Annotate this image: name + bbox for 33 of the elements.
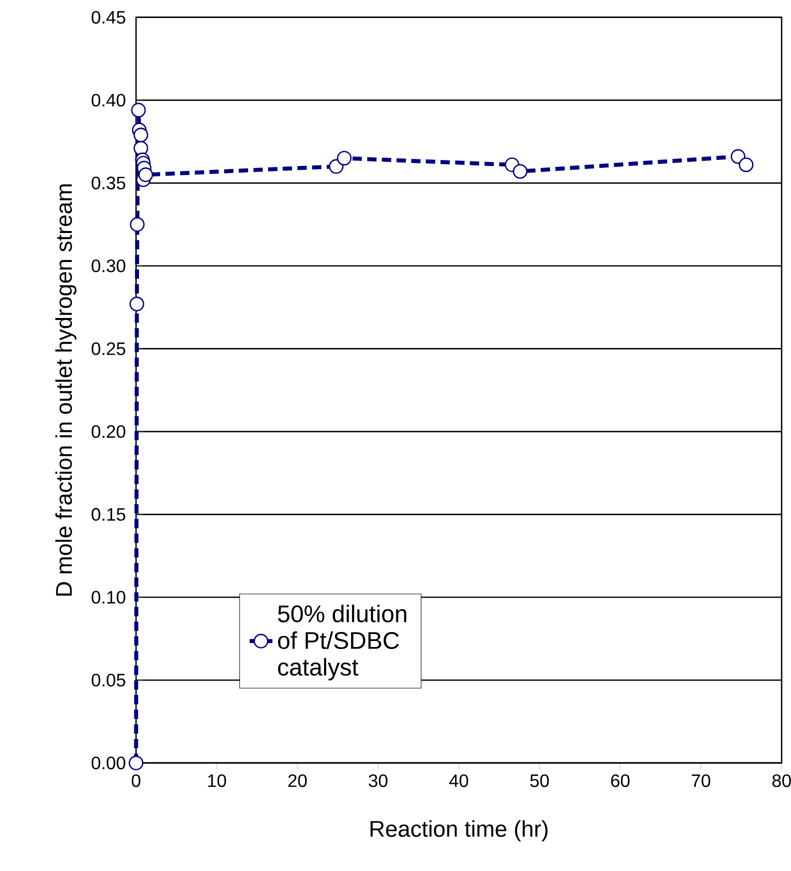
x-tick-label: 20 [288, 774, 307, 788]
x-tick-label: 40 [449, 774, 468, 788]
y-tick-label: 0.35 [92, 176, 126, 190]
point [336, 150, 352, 166]
y-tick-label: 0.15 [92, 508, 126, 521]
x-tick-label: 30 [368, 774, 388, 788]
y-tick-label: 0.05 [92, 674, 126, 686]
x-axis-title: Reaction time (hr) [370, 820, 548, 842]
point [130, 296, 144, 312]
point [131, 102, 146, 118]
x-tick-label: 70 [692, 774, 710, 788]
x-tick-label: 0 [132, 774, 140, 788]
y-tick-label: 0.25 [92, 342, 126, 356]
y-tick-label: 0.00 [92, 756, 126, 770]
point [134, 140, 148, 156]
point [512, 164, 528, 179]
y-tick-label: 0.30 [92, 260, 126, 272]
x-tick-label: 10 [208, 774, 226, 788]
point [738, 157, 754, 172]
x-tick-label: 60 [611, 774, 630, 788]
y-tick-label: 0.45 [92, 10, 126, 24]
point [730, 149, 746, 164]
point [134, 128, 148, 142]
point [128, 756, 144, 770]
y-axis-title: D mole fraction in outlet hydrogen stream [55, 184, 76, 596]
y-tick-label: 0.40 [92, 94, 126, 107]
point [130, 217, 145, 232]
y-tick-label: 0.20 [92, 425, 126, 438]
y-tick-label: 0.10 [92, 590, 126, 604]
point [138, 167, 154, 182]
x-tick-label: 80 [772, 774, 791, 788]
legend-label: 50% dilution of Pt/SDBC catalyst [278, 604, 406, 680]
x-tick-label: 50 [530, 774, 549, 788]
